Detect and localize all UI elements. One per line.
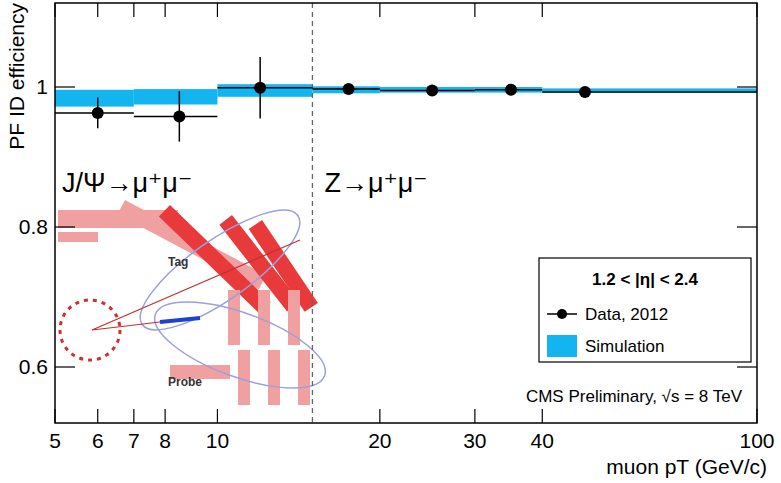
x-tick-label: 5 <box>49 429 61 452</box>
data-point <box>579 86 591 98</box>
legend-label: Simulation <box>585 337 664 356</box>
event-display-inset <box>58 191 336 406</box>
y-tick <box>55 86 75 87</box>
x-tick-top <box>97 3 98 17</box>
x-tick-label: 100 <box>739 429 774 452</box>
x-tick-top <box>474 3 475 17</box>
divider-line <box>312 3 313 423</box>
x-tick-top <box>54 3 55 17</box>
jpsi-label: J/Ψ→μ⁺μ⁻ <box>62 168 192 198</box>
y-tick-right <box>737 86 757 87</box>
x-tick-top <box>756 3 757 17</box>
data-point <box>343 83 355 95</box>
y-axis-title: PF ID efficiency <box>5 3 28 150</box>
legend-box <box>539 258 751 362</box>
x-tick <box>54 409 55 423</box>
legend-label: Data, 2012 <box>585 305 668 324</box>
detector-block <box>228 290 240 345</box>
x-tick <box>379 409 380 423</box>
y-tick <box>55 366 75 367</box>
simulation-band <box>134 89 218 104</box>
x-axis-title: muon pT (GeV/c) <box>606 455 767 478</box>
x-tick-label: 10 <box>206 429 229 452</box>
y-tick-label: 1 <box>36 75 48 98</box>
x-tick-label: 40 <box>531 429 554 452</box>
detector-block <box>238 350 250 405</box>
detector-block <box>268 350 280 405</box>
data-point <box>254 82 266 94</box>
probe-ellipse <box>144 284 335 406</box>
x-tick <box>165 409 166 423</box>
x-tick-label: 20 <box>368 429 391 452</box>
data-point <box>173 110 185 122</box>
x-tick <box>542 409 543 423</box>
x-tick-top <box>379 3 380 17</box>
detector-block <box>288 290 300 345</box>
x-tick <box>97 409 98 423</box>
probe-label: Probe <box>168 375 202 389</box>
legend-title: 1.2 < |η| < 2.4 <box>592 270 698 289</box>
x-tick-top <box>133 3 134 17</box>
simulation-band <box>542 88 757 92</box>
x-tick-top <box>542 3 543 17</box>
x-tick-label: 7 <box>128 429 140 452</box>
y-tick-label: 0.6 <box>19 355 48 378</box>
detector-block <box>58 232 98 242</box>
x-tick <box>133 409 134 423</box>
y-tick <box>55 226 75 227</box>
muon-track <box>92 240 300 330</box>
probe-track <box>160 318 200 322</box>
x-tick <box>474 409 475 423</box>
x-tick-label: 6 <box>92 429 104 452</box>
legend-marker <box>557 309 567 319</box>
detector-block <box>298 350 310 405</box>
x-tick-label: 8 <box>159 429 171 452</box>
x-tick <box>756 409 757 423</box>
plot-frame <box>55 3 757 423</box>
z-label: Z→μ⁺μ⁻ <box>324 168 427 198</box>
x-tick-top <box>165 3 166 17</box>
y-tick-right <box>737 226 757 227</box>
plot-area <box>55 3 757 423</box>
y-tick-right <box>737 366 757 367</box>
simulation-band <box>55 90 134 107</box>
x-tick-top <box>217 3 218 17</box>
detector-block <box>258 290 270 345</box>
legend-swatch <box>547 335 577 357</box>
data-point <box>92 107 104 119</box>
data-point <box>505 84 517 96</box>
x-error-bar <box>542 91 757 93</box>
chart: Tag Probe 5 6 78 10 20 30 40 100 0.6 0.8 1 muon pT (G… <box>0 0 781 483</box>
x-tick-label: 30 <box>463 429 486 452</box>
legend: 1.2 < |η| < 2.4 Data, 2012 Simulation <box>539 258 751 362</box>
tag-label: Tag <box>168 255 188 269</box>
data-point <box>426 85 438 97</box>
x-tick <box>217 409 218 423</box>
cms-label: CMS Preliminary, √s = 8 TeV <box>526 387 743 406</box>
tracker-ring <box>60 300 120 360</box>
y-tick-label: 0.8 <box>19 215 48 238</box>
tag-ellipse <box>125 191 315 349</box>
